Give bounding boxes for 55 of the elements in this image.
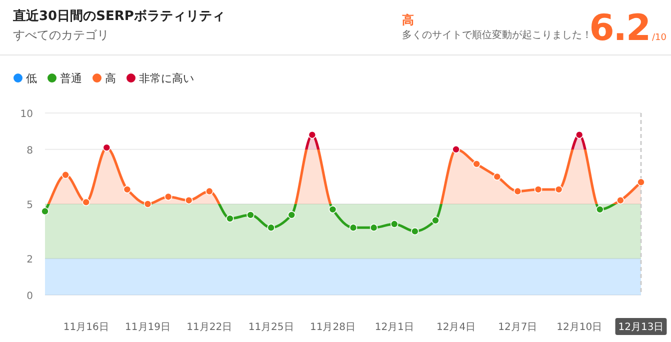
point (616, 196, 624, 204)
x-tick-label: 11月19日 (125, 322, 170, 333)
chart-title: 直近30日間のSERPボラティリティ (12, 8, 225, 24)
point (596, 206, 604, 214)
point (206, 187, 214, 196)
x-tick-label: 11月22日 (186, 322, 232, 333)
text: 6.2 (589, 8, 650, 49)
x-tick-label: 12月4日 (436, 322, 476, 333)
y-tick-label: 2 (26, 254, 33, 266)
point (144, 200, 152, 208)
point (328, 206, 337, 214)
point (370, 224, 378, 232)
point (349, 224, 358, 232)
point (514, 187, 522, 196)
chart-subtitle: すべてのカテゴリ (13, 28, 109, 42)
point (575, 130, 584, 139)
point (123, 186, 132, 194)
point (637, 178, 645, 186)
point (472, 160, 480, 168)
point (493, 172, 502, 181)
legend-label: 普通 (60, 72, 82, 85)
text: /10 (652, 33, 667, 43)
point (226, 214, 234, 222)
point (41, 207, 49, 216)
x-tick-label: 11月25日 (248, 322, 294, 333)
x-tick-label: 11月16日 (63, 322, 109, 333)
x-tick-label: 12月13日 (618, 322, 664, 333)
point (164, 192, 172, 201)
x-tick-label: 11月28日 (310, 322, 356, 333)
text: 多くのサイトで順位変動が起こりました！ (402, 29, 592, 41)
y-tick-label: 8 (26, 145, 33, 156)
legend-label: 低 (26, 72, 37, 85)
x-tick-label: 12月1日 (374, 322, 414, 333)
point (411, 227, 419, 236)
point (288, 211, 296, 219)
point (62, 170, 70, 179)
point (82, 198, 90, 206)
legend-label: 非常に高い (139, 72, 194, 85)
x-tick-label: 12月10日 (556, 322, 602, 333)
legend-label: 高 (105, 72, 116, 85)
point (432, 216, 440, 224)
y-tick-label: 0 (26, 291, 33, 302)
y-tick-label: 5 (26, 200, 33, 211)
y-tick-label: 10 (20, 109, 33, 120)
x-tick-label: 12月7日 (498, 322, 538, 333)
point (102, 144, 111, 152)
point (390, 220, 398, 228)
point (554, 186, 563, 194)
point (534, 186, 542, 194)
point (308, 130, 316, 139)
point (184, 196, 193, 204)
point (246, 211, 254, 219)
point (267, 224, 275, 232)
text: 高 (402, 13, 414, 27)
point (452, 146, 460, 154)
